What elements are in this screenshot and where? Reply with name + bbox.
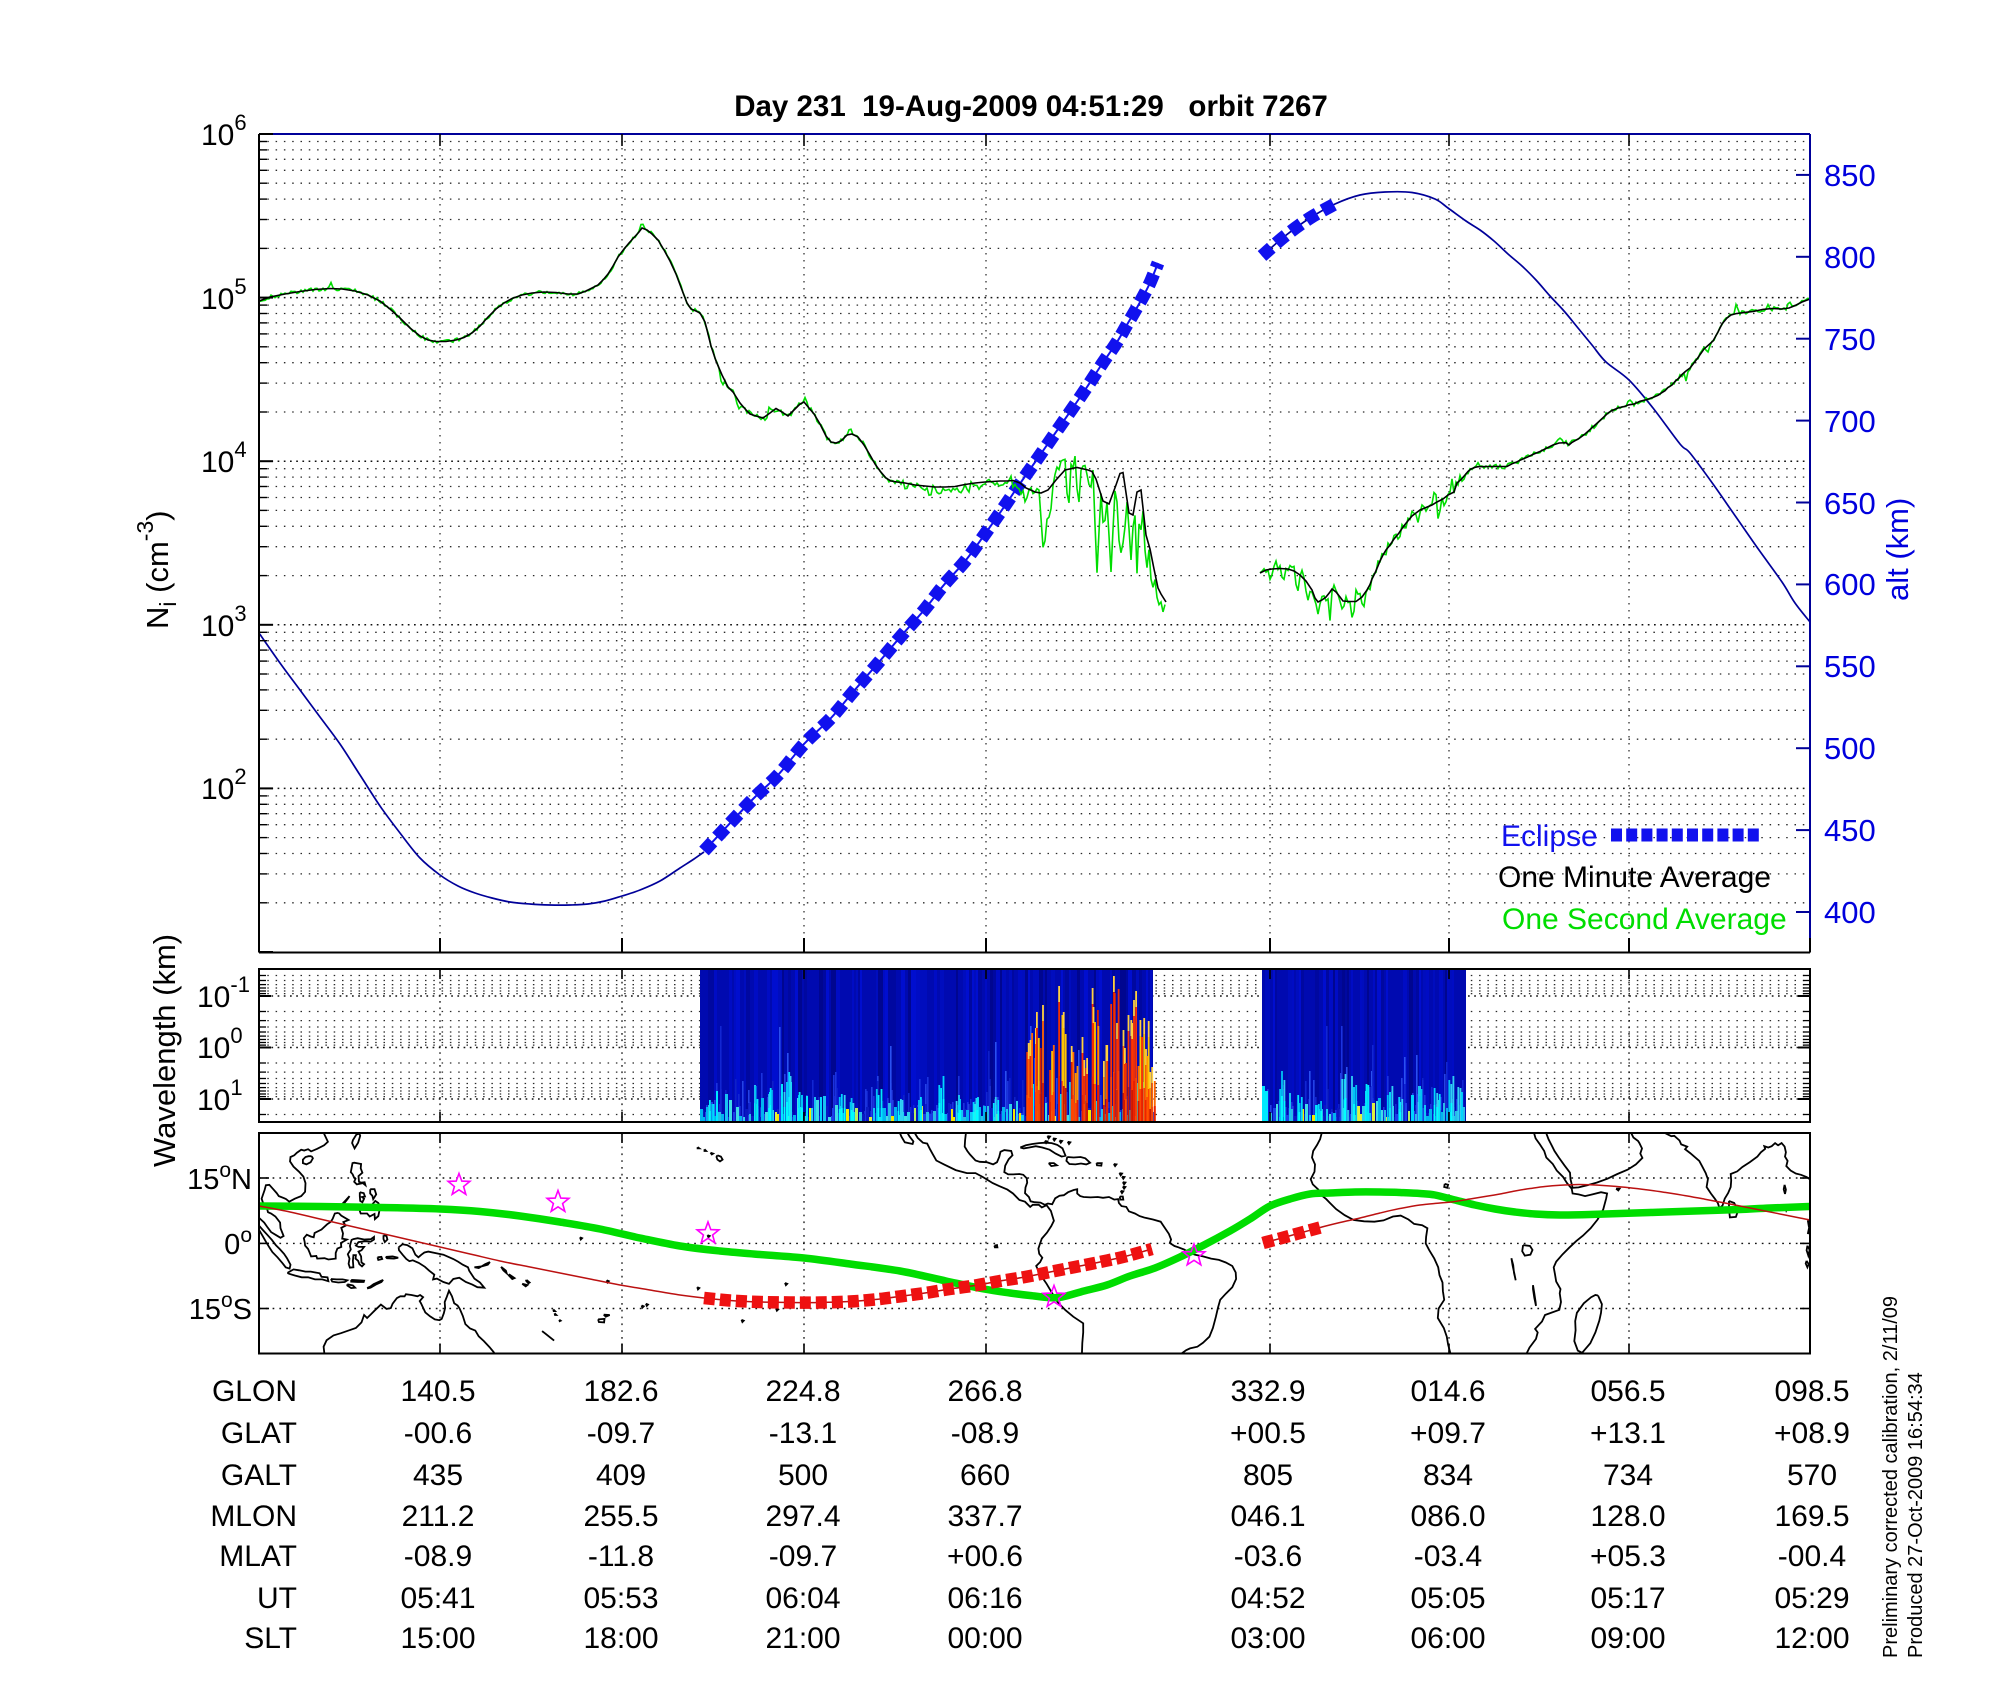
svg-text:+05.3: +05.3 xyxy=(1590,1540,1666,1573)
svg-text:-09.7: -09.7 xyxy=(769,1540,837,1573)
svg-text:One Minute Average: One Minute Average xyxy=(1498,861,1771,894)
svg-text:+00.5: +00.5 xyxy=(1230,1417,1306,1450)
svg-text:GLAT: GLAT xyxy=(221,1417,297,1450)
svg-text:GLON: GLON xyxy=(212,1375,297,1408)
svg-text:GALT: GALT xyxy=(221,1459,297,1492)
svg-text:+13.1: +13.1 xyxy=(1590,1417,1666,1450)
svg-text:+08.9: +08.9 xyxy=(1774,1417,1850,1450)
svg-text:046.1: 046.1 xyxy=(1230,1500,1305,1533)
svg-text:750: 750 xyxy=(1824,322,1876,357)
svg-text:224.8: 224.8 xyxy=(765,1375,840,1408)
svg-text:06:00: 06:00 xyxy=(1410,1622,1485,1655)
svg-text:06:04: 06:04 xyxy=(765,1582,840,1615)
svg-text:-00.4: -00.4 xyxy=(1778,1540,1846,1573)
svg-text:014.6: 014.6 xyxy=(1410,1375,1485,1408)
svg-text:SLT: SLT xyxy=(244,1622,297,1655)
svg-text:-03.6: -03.6 xyxy=(1234,1540,1302,1573)
svg-text:UT: UT xyxy=(257,1582,297,1615)
svg-text:12:00: 12:00 xyxy=(1774,1622,1849,1655)
svg-text:500: 500 xyxy=(778,1459,828,1492)
svg-text:660: 660 xyxy=(960,1459,1010,1492)
svg-text:MLON: MLON xyxy=(210,1500,297,1533)
svg-text:05:53: 05:53 xyxy=(583,1582,658,1615)
svg-text:+00.6: +00.6 xyxy=(947,1540,1023,1573)
svg-text:337.7: 337.7 xyxy=(947,1500,1022,1533)
svg-text:086.0: 086.0 xyxy=(1410,1500,1485,1533)
svg-text:15oS: 15oS xyxy=(189,1289,252,1326)
svg-text:570: 570 xyxy=(1787,1459,1837,1492)
svg-text:-08.9: -08.9 xyxy=(404,1540,472,1573)
svg-text:550: 550 xyxy=(1824,649,1876,684)
svg-text:098.5: 098.5 xyxy=(1774,1375,1849,1408)
svg-text:700: 700 xyxy=(1824,404,1876,439)
svg-text:-00.6: -00.6 xyxy=(404,1417,472,1450)
svg-text:056.5: 056.5 xyxy=(1590,1375,1665,1408)
svg-text:05:17: 05:17 xyxy=(1590,1582,1665,1615)
svg-text:409: 409 xyxy=(596,1459,646,1492)
svg-text:MLAT: MLAT xyxy=(219,1540,297,1573)
svg-text:-11.8: -11.8 xyxy=(588,1540,654,1573)
svg-text:435: 435 xyxy=(413,1459,463,1492)
svg-text:06:16: 06:16 xyxy=(947,1582,1022,1615)
svg-text:734: 734 xyxy=(1603,1459,1653,1492)
svg-text:15:00: 15:00 xyxy=(400,1622,475,1655)
svg-text:03:00: 03:00 xyxy=(1230,1622,1305,1655)
svg-text:211.2: 211.2 xyxy=(402,1500,475,1533)
svg-text:332.9: 332.9 xyxy=(1230,1375,1305,1408)
svg-text:05:05: 05:05 xyxy=(1410,1582,1485,1615)
svg-text:297.4: 297.4 xyxy=(765,1500,840,1533)
svg-text:-08.9: -08.9 xyxy=(951,1417,1019,1450)
svg-text:alt (km): alt (km) xyxy=(1880,498,1915,601)
svg-text:500: 500 xyxy=(1824,731,1876,766)
svg-text:Eclipse: Eclipse xyxy=(1501,820,1598,853)
svg-text:00:00: 00:00 xyxy=(947,1622,1022,1655)
svg-text:128.0: 128.0 xyxy=(1590,1500,1665,1533)
svg-text:140.5: 140.5 xyxy=(400,1375,475,1408)
svg-text:04:52: 04:52 xyxy=(1230,1582,1305,1615)
svg-text:18:00: 18:00 xyxy=(583,1622,658,1655)
svg-text:+09.7: +09.7 xyxy=(1410,1417,1486,1450)
svg-text:05:29: 05:29 xyxy=(1774,1582,1849,1615)
svg-text:05:41: 05:41 xyxy=(400,1582,475,1615)
svg-text:805: 805 xyxy=(1243,1459,1293,1492)
svg-text:600: 600 xyxy=(1824,567,1876,602)
svg-text:850: 850 xyxy=(1824,158,1876,193)
svg-text:800: 800 xyxy=(1824,240,1876,275)
svg-text:400: 400 xyxy=(1824,895,1876,930)
svg-text:21:00: 21:00 xyxy=(765,1622,840,1655)
svg-text:-13.1: -13.1 xyxy=(769,1417,837,1450)
svg-text:Produced 27-Oct-2009 16:54:34: Produced 27-Oct-2009 16:54:34 xyxy=(1905,1372,1927,1658)
svg-text:450: 450 xyxy=(1824,813,1876,848)
svg-text:09:00: 09:00 xyxy=(1590,1622,1665,1655)
svg-text:Preliminary corrected calibrat: Preliminary corrected calibration, 2/11/… xyxy=(1880,1296,1902,1658)
svg-text:Wavelength (km): Wavelength (km) xyxy=(147,934,182,1167)
svg-text:834: 834 xyxy=(1423,1459,1473,1492)
svg-text:-09.7: -09.7 xyxy=(587,1417,655,1450)
svg-text:650: 650 xyxy=(1824,486,1876,521)
svg-text:169.5: 169.5 xyxy=(1774,1500,1849,1533)
svg-text:One Second Average: One Second Average xyxy=(1502,903,1787,936)
svg-text:255.5: 255.5 xyxy=(583,1500,658,1533)
svg-text:182.6: 182.6 xyxy=(583,1375,658,1408)
svg-text:266.8: 266.8 xyxy=(947,1375,1022,1408)
svg-text:Day 231 19-Aug-2009 04:51:29: Day 231 19-Aug-2009 04:51:29 orbit 7267 xyxy=(734,90,1328,123)
svg-text:-03.4: -03.4 xyxy=(1414,1540,1482,1573)
